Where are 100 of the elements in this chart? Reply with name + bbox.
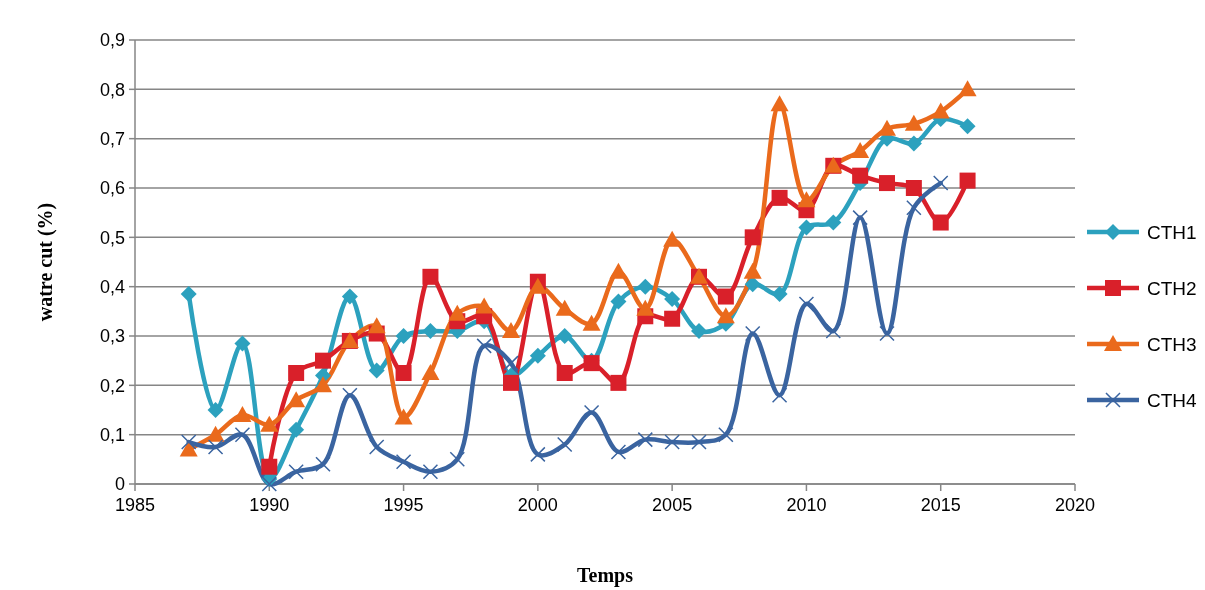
point <box>476 338 492 354</box>
y-axis-title: watre cut (%) <box>34 202 57 322</box>
point <box>744 229 761 246</box>
point <box>528 277 547 294</box>
legend-label: CTH1 <box>1147 221 1197 243</box>
y-tick-label: 0,3 <box>99 326 125 347</box>
point <box>341 288 358 305</box>
point <box>904 114 923 131</box>
point <box>691 434 707 450</box>
point <box>315 456 331 473</box>
y-tick-label: 0,7 <box>99 128 125 149</box>
point <box>931 102 950 119</box>
point <box>448 304 467 321</box>
point <box>582 314 601 331</box>
point <box>958 80 977 97</box>
y-tick-label: 0 <box>114 474 125 495</box>
point <box>798 296 815 312</box>
point <box>180 286 197 303</box>
x-tick-label: 2015 <box>920 495 961 515</box>
point <box>529 347 546 364</box>
y-tick-label: 0,2 <box>99 375 125 396</box>
point <box>395 365 412 381</box>
point <box>394 408 413 425</box>
point <box>905 135 922 152</box>
point <box>502 322 520 339</box>
y-tick-label: 0,5 <box>99 227 125 248</box>
point <box>610 374 627 391</box>
legend-label: CTH4 <box>1147 389 1198 411</box>
x-tick-label: 1990 <box>249 495 290 515</box>
point <box>637 278 654 295</box>
point <box>959 172 976 189</box>
point <box>422 268 439 285</box>
point <box>932 214 949 231</box>
y-tick-label: 0,9 <box>99 30 125 51</box>
point <box>206 425 225 442</box>
point <box>207 439 224 455</box>
point <box>233 405 252 422</box>
x-tick-label: 2005 <box>652 495 693 515</box>
x-tick-label: 1985 <box>114 495 156 515</box>
point <box>395 328 412 344</box>
point <box>288 365 305 381</box>
point <box>664 310 681 327</box>
point <box>879 175 895 192</box>
y-tick-label: 0,1 <box>99 424 125 445</box>
point <box>395 454 412 470</box>
point <box>207 402 224 418</box>
point <box>609 262 628 279</box>
x-tick-label: 2010 <box>786 495 827 515</box>
point <box>771 189 788 206</box>
point <box>422 463 439 480</box>
point <box>851 142 870 158</box>
point <box>610 293 627 310</box>
point <box>716 307 735 324</box>
point <box>314 376 332 393</box>
point <box>261 476 278 492</box>
point <box>744 276 761 293</box>
point <box>530 446 546 463</box>
point <box>691 323 707 340</box>
point <box>798 219 815 236</box>
point <box>664 291 681 307</box>
point <box>770 95 789 112</box>
point <box>636 299 655 316</box>
point <box>422 323 439 340</box>
point <box>825 323 842 339</box>
point <box>287 391 306 408</box>
legend-label: CTH2 <box>1147 277 1197 299</box>
point <box>852 167 869 184</box>
point <box>503 374 519 391</box>
point <box>797 191 816 208</box>
point <box>664 434 680 450</box>
point <box>234 335 251 352</box>
point <box>852 209 868 226</box>
point <box>556 328 573 344</box>
point <box>637 431 654 448</box>
point <box>288 421 305 438</box>
point <box>180 434 197 450</box>
y-tick-label: 0,8 <box>99 79 125 100</box>
point <box>932 175 949 191</box>
point <box>556 365 573 381</box>
x-tick-label: 2020 <box>1054 495 1096 515</box>
y-tick-label: 0,6 <box>99 178 125 199</box>
point <box>743 262 762 279</box>
point <box>878 119 896 136</box>
point <box>825 214 842 231</box>
point <box>905 180 922 196</box>
y-tick-label: 0,4 <box>99 276 125 297</box>
point <box>555 299 574 316</box>
x-axis-title: Temps <box>577 564 634 587</box>
point <box>475 297 494 314</box>
x-tick-label: 1995 <box>383 495 424 515</box>
point <box>610 444 627 460</box>
legend-label: CTH3 <box>1147 333 1197 355</box>
point <box>717 288 734 305</box>
point <box>421 364 440 380</box>
point <box>261 458 278 475</box>
point <box>368 362 385 379</box>
x-tick-label: 2000 <box>517 495 558 515</box>
point <box>367 317 386 334</box>
point <box>959 118 976 135</box>
point <box>771 286 788 303</box>
